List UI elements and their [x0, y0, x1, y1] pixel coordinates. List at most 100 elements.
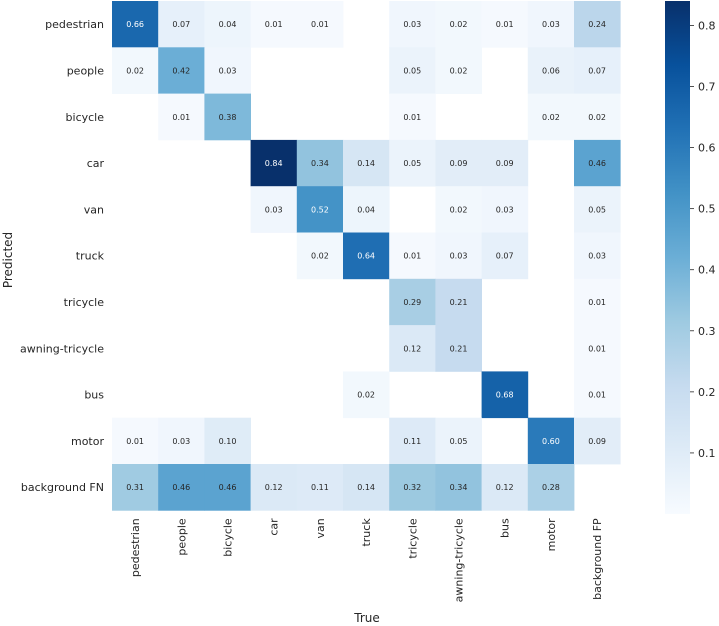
heatmap-cell [112, 464, 159, 511]
y-tick-label: car [87, 157, 105, 170]
heatmap-cell [250, 1, 298, 48]
x-tick-label: bicycle [222, 518, 235, 557]
y-tick-label: people [67, 64, 105, 77]
cell-value-label: 0.01 [403, 113, 421, 122]
heatmap-cell [343, 464, 390, 511]
heatmap-cell [389, 278, 436, 326]
cell-value-label: 0.07 [496, 252, 514, 261]
heatmap-cell [158, 93, 205, 141]
heatmap-cell [481, 186, 529, 233]
y-tick-label: van [84, 203, 104, 216]
cell-value-label: 0.52 [311, 205, 329, 214]
cell-value-label: 0.03 [542, 20, 560, 29]
colorbar-tick-label: 0.7 [698, 81, 716, 94]
cell-value-label: 0.02 [311, 252, 329, 261]
heatmap-cell [574, 186, 621, 233]
heatmap-cell [296, 1, 344, 48]
cell-value-label: 0.46 [219, 483, 237, 492]
cell-value-label: 0.68 [496, 391, 514, 400]
colorbar-ticks: 0.1 0.2 0.3 0.4 0.5 0.6 0.7 0.8 [690, 19, 716, 460]
cell-value-label: 0.01 [126, 437, 144, 446]
heatmap-cell [574, 278, 621, 326]
heatmap-cell [343, 186, 390, 233]
y-tick-label: tricycle [64, 296, 105, 309]
cell-value-label: 0.05 [588, 205, 606, 214]
heatmap-cell [204, 47, 251, 94]
x-tick-label: background FP [591, 518, 604, 600]
heatmap-cell [435, 139, 482, 187]
x-tick-label: awning-tricycle [453, 518, 466, 602]
cell-value-label: 0.46 [588, 159, 606, 168]
cell-value-label: 0.21 [450, 298, 468, 307]
heatmap-cell [389, 232, 436, 280]
cell-value-label: 0.12 [265, 483, 283, 492]
y-axis-label: Predicted [1, 232, 15, 288]
heatmap-cell [389, 1, 436, 48]
heatmap-cell [481, 464, 529, 511]
heatmap-cell [574, 232, 621, 280]
cell-value-label: 0.21 [450, 344, 468, 353]
cell-value-label: 0.01 [265, 20, 283, 29]
heatmap-cell [389, 93, 436, 141]
cell-value-label: 0.03 [450, 252, 468, 261]
cell-value-label: 0.32 [403, 483, 421, 492]
heatmap-cell [389, 325, 436, 372]
cell-value-label: 0.28 [542, 483, 560, 492]
cell-value-label: 0.24 [588, 20, 606, 29]
heatmap-cell [204, 1, 251, 48]
colorbar-tick-label: 0.2 [698, 386, 716, 399]
heatmap-cell [296, 139, 344, 187]
cell-value-label: 0.01 [311, 20, 329, 29]
cell-value-label: 0.07 [588, 66, 606, 75]
heatmap-cell [204, 93, 251, 141]
cell-value-label: 0.09 [450, 159, 468, 168]
colorbar-tick-label: 0.5 [698, 203, 716, 216]
heatmap-cell [158, 47, 205, 94]
colorbar [665, 1, 690, 514]
colorbar-tick-label: 0.6 [698, 142, 716, 155]
cell-value-label: 0.02 [542, 113, 560, 122]
x-tick-label: van [314, 518, 327, 538]
heatmap-cell [435, 47, 482, 94]
heatmap-cell [574, 47, 621, 94]
heatmap-cell [527, 47, 575, 94]
heatmap-cell [112, 417, 159, 465]
cell-value-label: 0.04 [219, 20, 237, 29]
heatmap-cells: 0.66 0.07 0.04 0.01 0.01 0.03 0.02 0.01 0.03 0.24… [112, 1, 621, 511]
heatmap-cell [112, 47, 159, 94]
cell-value-label: 0.60 [542, 437, 560, 446]
heatmap-cell [435, 278, 482, 326]
cell-value-label: 0.42 [172, 66, 190, 75]
cell-value-label: 0.02 [126, 66, 144, 75]
heatmap-cell [158, 464, 205, 511]
cell-value-label: 0.01 [588, 391, 606, 400]
x-axis-label: True [353, 611, 380, 625]
cell-value-label: 0.01 [172, 113, 190, 122]
cell-value-label: 0.01 [496, 20, 514, 29]
cell-value-label: 0.03 [403, 20, 421, 29]
x-tick-label: car [268, 518, 281, 536]
cell-value-label: 0.03 [219, 66, 237, 75]
cell-value-label: 0.05 [403, 159, 421, 168]
heatmap-cell [204, 417, 251, 465]
heatmap-cell [296, 232, 344, 280]
cell-value-label: 0.66 [126, 20, 144, 29]
colorbar-tick-label: 0.4 [698, 264, 716, 277]
heatmap-cell [296, 186, 344, 233]
cell-value-label: 0.09 [588, 437, 606, 446]
heatmap-cell [435, 325, 482, 372]
heatmap-cell [435, 232, 482, 280]
heatmap-cell [389, 417, 436, 465]
x-tick-label: motor [545, 518, 558, 551]
colorbar-tick-label: 0.3 [698, 325, 716, 338]
cell-value-label: 0.34 [311, 159, 329, 168]
heatmap-cell [250, 186, 298, 233]
cell-value-label: 0.01 [588, 298, 606, 307]
heatmap-cell [112, 1, 159, 48]
heatmap-cell [435, 464, 482, 511]
cell-value-label: 0.02 [588, 113, 606, 122]
y-tick-label: truck [76, 250, 105, 263]
cell-value-label: 0.06 [542, 66, 560, 75]
heatmap-cell [481, 232, 529, 280]
